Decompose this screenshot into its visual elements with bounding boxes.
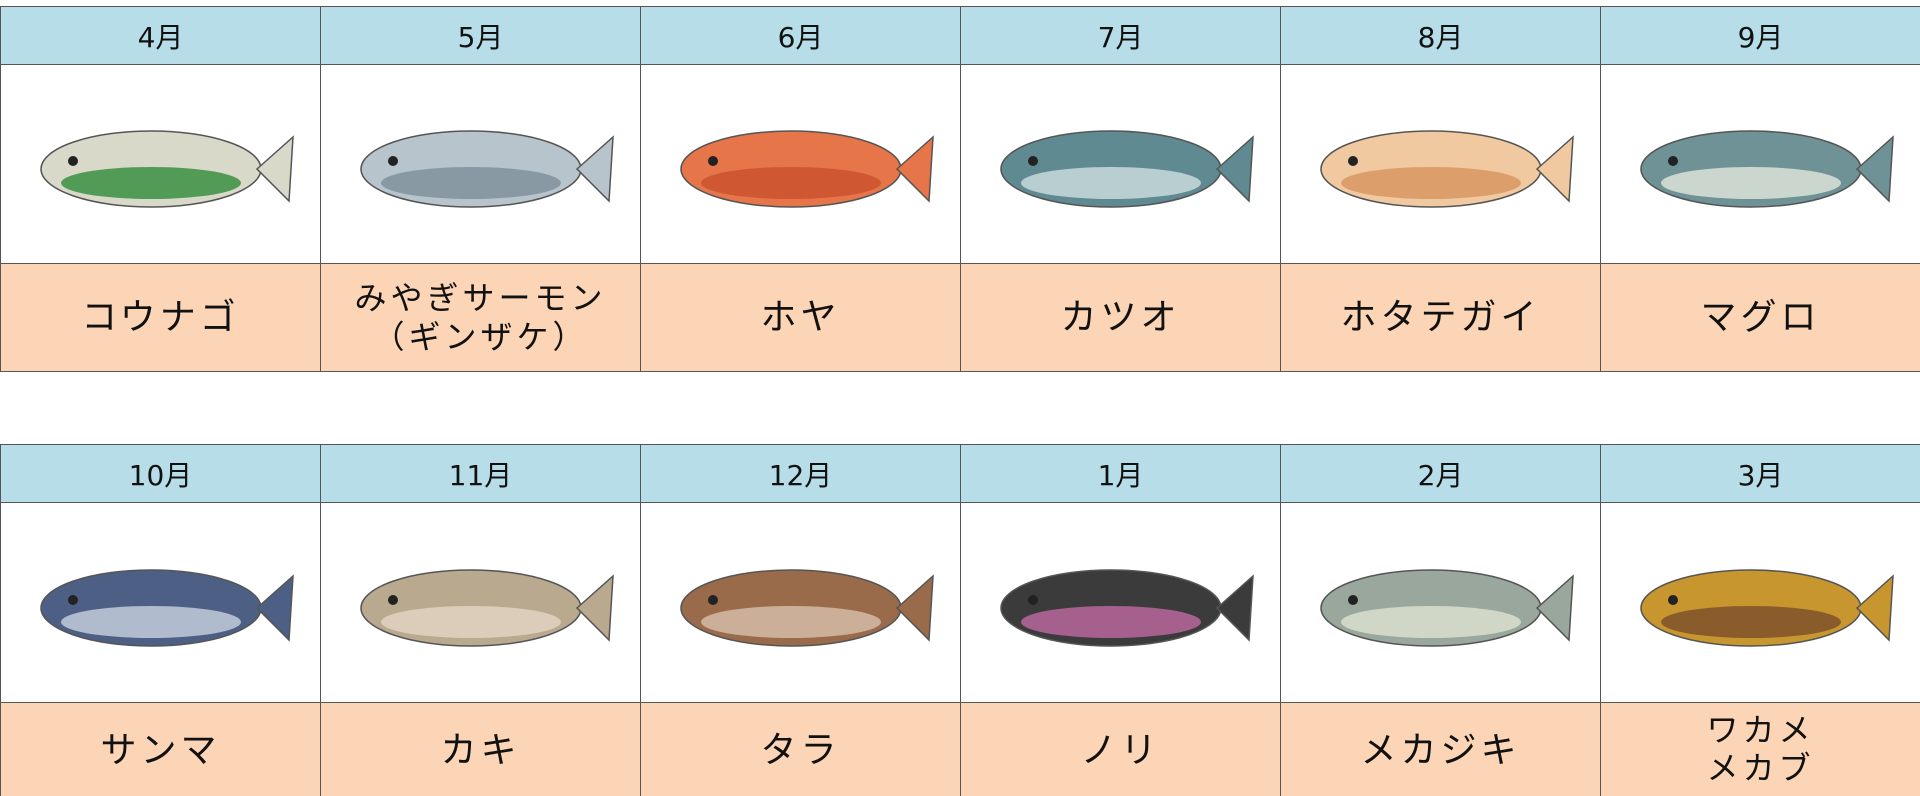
illustration-cell [1600, 502, 1920, 703]
illustration-cell [1280, 502, 1601, 703]
name-line: ホタテガイ [1340, 296, 1541, 338]
illustration-cell [0, 502, 321, 703]
illustration [999, 568, 1254, 647]
illustration [1319, 568, 1574, 647]
month-header: 3月 [1600, 444, 1920, 503]
illustration-cell [320, 64, 641, 264]
seafood-name: カキ [320, 702, 641, 796]
month-header: 11月 [320, 444, 641, 503]
month-header: 9月 [1600, 6, 1920, 65]
name-line: メカブ [1706, 749, 1815, 788]
name-line: タラ [760, 730, 841, 771]
illustration-cell [0, 64, 321, 264]
month-header: 5月 [320, 6, 641, 65]
illustration [359, 568, 614, 647]
month-header: 12月 [640, 444, 961, 503]
illustration [999, 130, 1254, 208]
illustration-cell [640, 502, 961, 703]
illustration-cell [320, 502, 641, 703]
month-header: 10月 [0, 444, 321, 503]
seafood-name: メカジキ [1280, 702, 1601, 796]
illustration [1639, 568, 1894, 647]
illustration [679, 568, 934, 647]
name-line: カツオ [1060, 296, 1181, 338]
illustration [1639, 130, 1894, 208]
name-line: （ギンザケ） [372, 317, 589, 356]
name-line: コウナゴ [81, 296, 240, 338]
illustration-cell [640, 64, 961, 264]
name-line: ワカメ [1706, 711, 1815, 749]
illustration [359, 130, 614, 208]
month-header: 2月 [1280, 444, 1601, 503]
name-line: ホヤ [760, 296, 841, 338]
seafood-name: ワカメ メカブ [1600, 702, 1920, 796]
name-line: メカジキ [1360, 730, 1521, 771]
seafood-name: マグロ [1600, 263, 1920, 372]
illustration-cell [960, 64, 1281, 264]
name-line: カキ [440, 730, 521, 771]
seafood-name: コウナゴ [0, 263, 321, 372]
illustration-cell [960, 502, 1281, 703]
seafood-name: カツオ [960, 263, 1281, 372]
month-header: 4月 [0, 6, 321, 65]
seafood-name: みやぎサーモン （ギンザケ） [320, 263, 641, 372]
seafood-name: サンマ [0, 702, 321, 796]
month-header: 1月 [960, 444, 1281, 503]
name-line: マグロ [1700, 296, 1821, 338]
illustration [39, 568, 294, 647]
name-line: みやぎサーモン [354, 279, 607, 318]
seafood-name: ホタテガイ [1280, 263, 1601, 372]
month-header: 8月 [1280, 6, 1601, 65]
seafood-name: ホヤ [640, 263, 961, 372]
seafood-name: ノリ [960, 702, 1281, 796]
illustration-cell [1600, 64, 1920, 264]
seafood-name: タラ [640, 702, 961, 796]
month-header: 7月 [960, 6, 1281, 65]
illustration [1319, 130, 1574, 208]
name-line: ノリ [1080, 730, 1161, 771]
month-header: 6月 [640, 6, 961, 65]
illustration [679, 130, 934, 208]
name-line: サンマ [100, 730, 221, 771]
illustration-cell [1280, 64, 1601, 264]
illustration [39, 130, 294, 208]
